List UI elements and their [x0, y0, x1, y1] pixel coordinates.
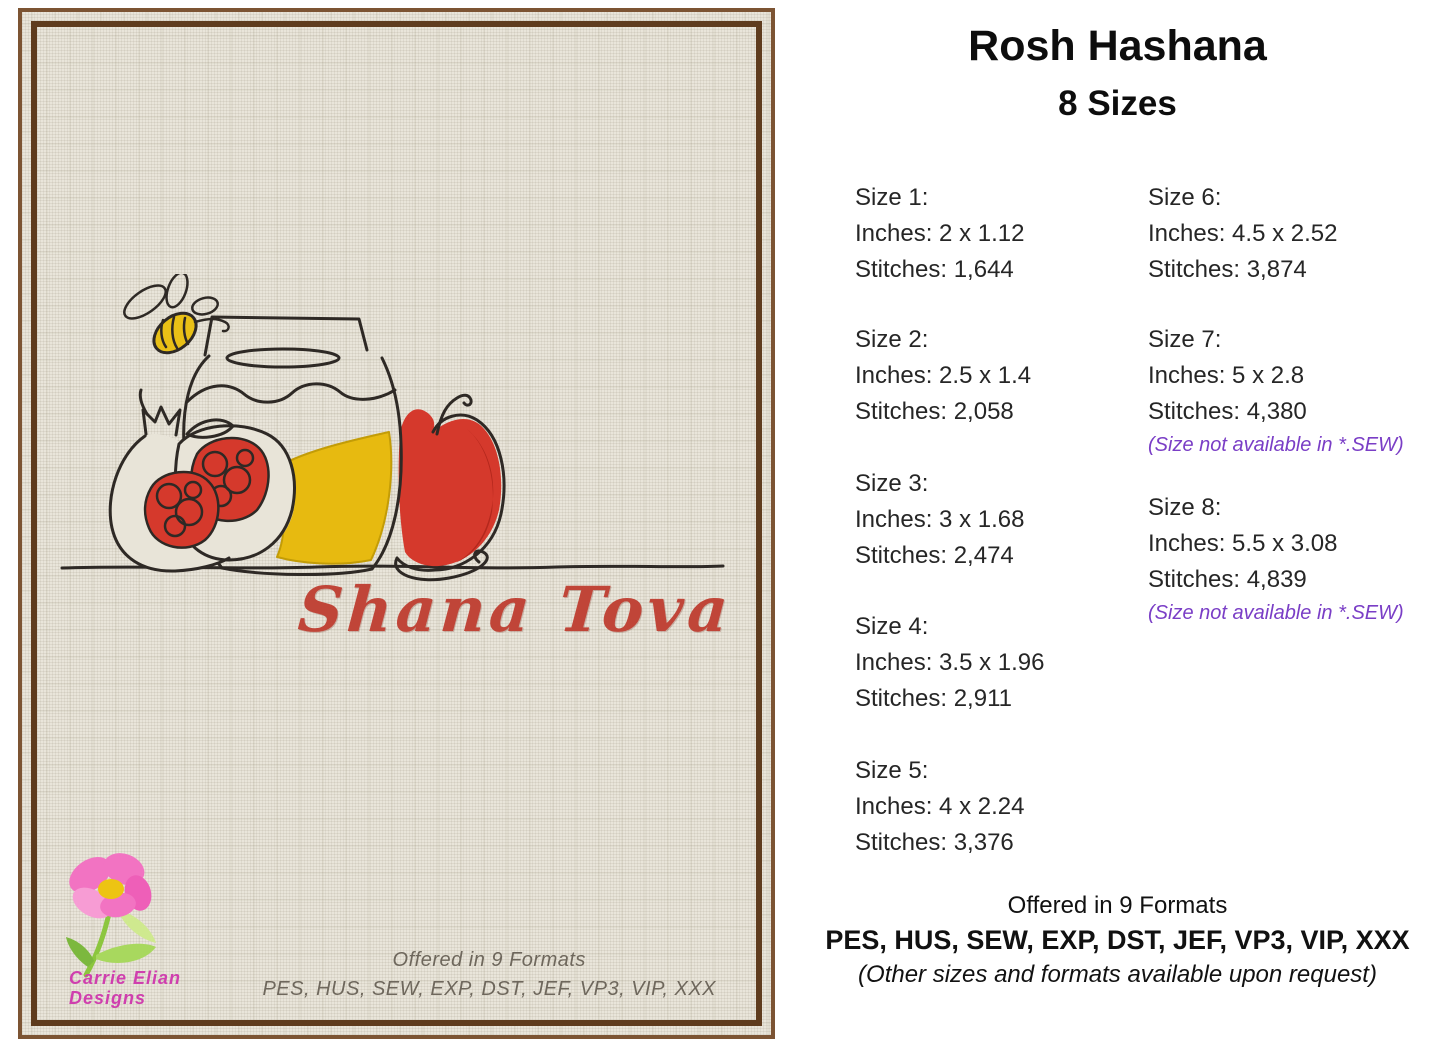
pomegranate-icon — [108, 388, 296, 573]
size-label: Size 5: — [855, 757, 929, 784]
flower-logo-icon — [66, 853, 156, 978]
size-inches: Inches: 5 x 2.8 — [1148, 362, 1305, 389]
size-label: Size 4: — [855, 613, 929, 640]
page-title: Rosh Hashana — [968, 22, 1267, 70]
size-block-5: Size 5: Inches: 4 x 2.24 Stitches: 3,376 — [855, 753, 1155, 861]
fabric-watermark-line2: PES, HUS, SEW, EXP, DST, JEF, VP3, VIP, … — [262, 978, 716, 1000]
size-inches: Inches: 4 x 2.24 — [855, 793, 1025, 820]
size-inches: Inches: 2.5 x 1.4 — [855, 362, 1032, 389]
size-block-6: Size 6: Inches: 4.5 x 2.52 Stitches: 3,8… — [1148, 180, 1445, 288]
size-inches: Inches: 2 x 1.12 — [855, 220, 1025, 247]
size-block-7: Size 7: Inches: 5 x 2.8 Stitches: 4,380 … — [1148, 322, 1445, 457]
page-subtitle: 8 Sizes — [1058, 84, 1177, 123]
logo-text-line2: Designs — [69, 988, 147, 1008]
size-stitches: Stitches: 4,839 — [1148, 566, 1307, 593]
fabric-swatch: Shana Tova Offered in 9 Formats PES, HUS… — [31, 21, 762, 1026]
size-stitches: Stitches: 4,380 — [1148, 398, 1307, 425]
specs-panel: Rosh Hashana 8 Sizes Size 1: Inches: 2 x… — [790, 0, 1445, 1055]
size-stitches: Stitches: 1,644 — [855, 256, 1014, 283]
bee-icon — [123, 274, 230, 355]
formats-footer-line1: Offered in 9 Formats — [1007, 892, 1228, 919]
embroidery-design — [60, 274, 725, 582]
fabric-watermark: Offered in 9 Formats PES, HUS, SEW, EXP,… — [262, 946, 716, 1004]
size-block-4: Size 4: Inches: 3.5 x 1.96 Stitches: 2,9… — [855, 609, 1155, 717]
size-format-note: (Size not available in *.SEW) — [1148, 434, 1404, 456]
size-inches: Inches: 3.5 x 1.96 — [855, 649, 1045, 676]
caption-shana-tova: Shana Tova — [295, 573, 735, 646]
size-label: Size 2: — [855, 326, 929, 353]
size-block-3: Size 3: Inches: 3 x 1.68 Stitches: 2,474 — [855, 466, 1155, 574]
apple-icon — [394, 393, 506, 582]
size-stitches: Stitches: 3,874 — [1148, 256, 1307, 283]
size-format-note: (Size not available in *.SEW) — [1148, 602, 1404, 624]
size-block-1: Size 1: Inches: 2 x 1.12 Stitches: 1,644 — [855, 180, 1155, 288]
formats-footer: Offered in 9 Formats PES, HUS, SEW, EXP,… — [790, 888, 1445, 992]
size-inches: Inches: 3 x 1.68 — [855, 506, 1025, 533]
size-label: Size 1: — [855, 184, 929, 211]
size-stitches: Stitches: 2,911 — [855, 685, 1012, 712]
size-inches: Inches: 5.5 x 3.08 — [1148, 530, 1338, 557]
size-label: Size 3: — [855, 470, 929, 497]
size-stitches: Stitches: 3,376 — [855, 829, 1014, 856]
size-label: Size 6: — [1148, 184, 1222, 211]
size-stitches: Stitches: 2,058 — [855, 398, 1014, 425]
size-label: Size 7: — [1148, 326, 1222, 353]
size-block-8: Size 8: Inches: 5.5 x 3.08 Stitches: 4,8… — [1148, 490, 1445, 625]
fabric-watermark-line1: Offered in 9 Formats — [392, 949, 586, 971]
size-inches: Inches: 4.5 x 2.52 — [1148, 220, 1338, 247]
honey-icon — [272, 431, 393, 565]
formats-footer-line3: (Other sizes and formats available upon … — [858, 961, 1377, 988]
fabric-frame: Shana Tova Offered in 9 Formats PES, HUS… — [18, 8, 775, 1039]
size-label: Size 8: — [1148, 494, 1222, 521]
formats-footer-line2: PES, HUS, SEW, EXP, DST, JEF, VP3, VIP, … — [825, 925, 1410, 955]
size-stitches: Stitches: 2,474 — [855, 542, 1014, 569]
size-block-2: Size 2: Inches: 2.5 x 1.4 Stitches: 2,05… — [855, 322, 1155, 430]
logo-text-line1: Carrie Elian — [69, 968, 182, 988]
